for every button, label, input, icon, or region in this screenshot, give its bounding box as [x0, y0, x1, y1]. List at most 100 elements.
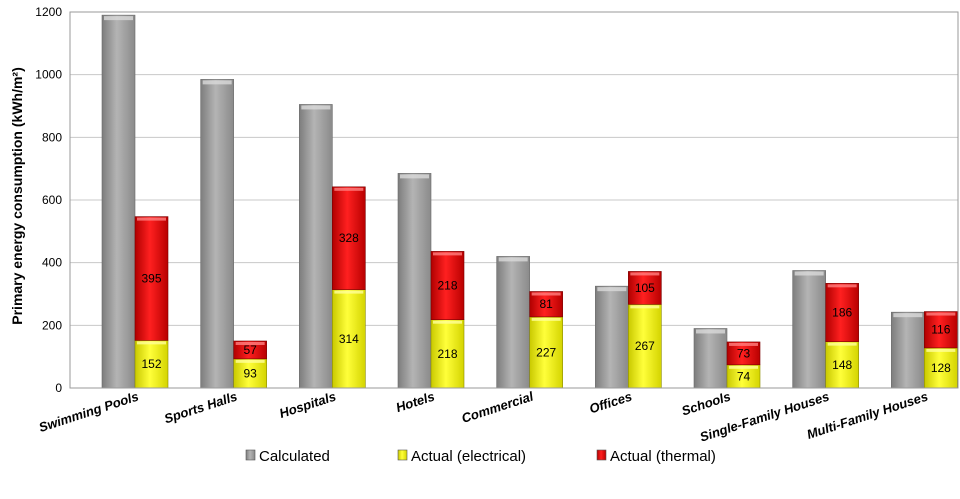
bar-cap-actual-electrical-multi-family-houses — [926, 348, 956, 352]
y-axis-ticks: 0 200 400 600 800 1000 1200 — [35, 5, 62, 395]
data-label-actual-thermal-hotels: 218 — [437, 279, 457, 293]
bar-calculated-sports-halls — [200, 79, 234, 389]
data-label-actual-electrical-commercial: 227 — [536, 345, 556, 359]
bar-cap-calculated-commercial — [498, 257, 528, 262]
bar-calculated-hotels — [397, 173, 432, 389]
bar-calculated-offices — [595, 285, 629, 389]
data-label-actual-thermal-offices: 105 — [635, 281, 655, 295]
bar-cap-actual-electrical-hotels — [433, 320, 462, 324]
data-label-actual-thermal-sports-halls: 57 — [243, 343, 257, 357]
bar-cap-calculated-swimming-pools — [104, 16, 133, 21]
bar-actual-electrical-single-family-houses — [825, 341, 859, 389]
legend-swatch-actual-electrical — [397, 449, 408, 461]
bar-cap-calculated-single-family-houses — [794, 271, 824, 276]
bar-actual-thermal-commercial — [529, 291, 563, 318]
data-label-actual-electrical-hospitals: 314 — [339, 332, 359, 346]
bar-cap-actual-thermal-offices — [630, 272, 660, 276]
legend-label-actual-thermal: Actual (thermal) — [610, 448, 716, 465]
bar-cap-actual-electrical-schools — [729, 365, 758, 369]
data-label-actual-thermal-commercial: 81 — [539, 297, 553, 311]
bar-calculated-hospitals — [299, 104, 333, 389]
bar-actual-thermal-hotels — [430, 251, 465, 320]
bar-calculated-commercial — [496, 256, 530, 389]
bar-cap-actual-electrical-offices — [630, 305, 660, 309]
bar-actual-thermal-single-family-houses — [825, 283, 859, 342]
data-label-actual-electrical-offices: 267 — [635, 339, 655, 353]
x-tick-label-schools: Schools — [680, 389, 733, 419]
bar-cap-calculated-offices — [597, 287, 627, 292]
bar-cap-actual-thermal-sports-halls — [235, 342, 265, 345]
y-tick-label-1200: 1200 — [35, 5, 62, 19]
legend-item-calculated: Calculated — [245, 448, 330, 465]
data-label-actual-electrical-hotels: 218 — [437, 347, 457, 361]
bar-actual-electrical-hospitals — [332, 289, 366, 389]
bar-actual-electrical-swimming-pools — [134, 340, 169, 389]
bar-cap-actual-electrical-hospitals — [334, 290, 364, 294]
data-label-actual-electrical-schools: 74 — [737, 369, 751, 383]
bar-calculated-multi-family-houses — [891, 311, 925, 389]
bar-cap-actual-electrical-swimming-pools — [137, 341, 166, 345]
data-label-actual-electrical-single-family-houses: 148 — [832, 358, 852, 372]
bar-calculated-single-family-houses — [792, 270, 826, 389]
data-label-actual-electrical-multi-family-houses: 128 — [931, 361, 951, 375]
bar-cap-actual-thermal-single-family-houses — [827, 284, 857, 288]
data-label-actual-thermal-single-family-houses: 186 — [832, 305, 852, 319]
legend-swatch-actual-thermal — [596, 449, 607, 461]
bar-cap-actual-thermal-multi-family-houses — [926, 312, 956, 316]
bar-actual-thermal-schools — [726, 341, 761, 366]
bar-actual-thermal-multi-family-houses — [924, 311, 958, 349]
bar-actual-thermal-offices — [628, 271, 662, 305]
y-axis-label: Primary energy consumption (kWh/m²) — [9, 67, 25, 324]
bar-cap-calculated-hospitals — [301, 105, 331, 110]
legend-label-calculated: Calculated — [259, 448, 330, 465]
bars: 152 395 93 57 314 328 218 218 227 81 267 105 74 73 148… — [101, 14, 958, 389]
bar-cap-actual-thermal-schools — [729, 342, 758, 346]
bar-actual-electrical-multi-family-houses — [924, 347, 958, 389]
data-label-actual-thermal-swimming-pools: 395 — [141, 271, 161, 285]
data-label-actual-thermal-multi-family-houses: 116 — [931, 323, 950, 337]
bar-cap-actual-electrical-commercial — [531, 317, 561, 321]
legend: Calculated Actual (electrical) Actual (t… — [245, 448, 716, 465]
data-label-actual-thermal-schools: 73 — [737, 346, 751, 360]
bar-actual-electrical-offices — [628, 304, 662, 389]
x-tick-label-hotels: Hotels — [394, 389, 436, 416]
legend-item-actual-electrical: Actual (electrical) — [397, 448, 526, 465]
legend-item-actual-thermal: Actual (thermal) — [596, 448, 716, 465]
legend-swatch-calculated — [245, 449, 256, 461]
data-label-actual-electrical-swimming-pools: 152 — [141, 357, 161, 371]
bar-cap-calculated-sports-halls — [202, 80, 232, 85]
x-tick-label-hospitals: Hospitals — [277, 389, 337, 421]
bar-cap-actual-thermal-hotels — [433, 252, 462, 256]
y-tick-label-1000: 1000 — [35, 68, 62, 82]
data-label-actual-thermal-hospitals: 328 — [339, 231, 359, 245]
bar-calculated-schools — [693, 328, 728, 389]
y-tick-label-800: 800 — [42, 130, 62, 144]
bar-actual-thermal-hospitals — [332, 186, 366, 290]
data-label-actual-electrical-sports-halls: 93 — [243, 366, 257, 380]
bar-cap-actual-electrical-single-family-houses — [827, 342, 857, 346]
bar-calculated-swimming-pools — [101, 14, 136, 389]
legend-label-actual-electrical: Actual (electrical) — [411, 448, 526, 465]
bar-cap-actual-electrical-sports-halls — [235, 359, 265, 363]
bar-actual-thermal-sports-halls — [233, 340, 267, 360]
bar-cap-actual-thermal-hospitals — [334, 187, 364, 191]
bar-cap-calculated-multi-family-houses — [893, 313, 923, 318]
x-tick-label-swimming-pools: Swimming Pools — [37, 389, 141, 435]
y-tick-label-0: 0 — [55, 381, 62, 395]
y-tick-label-600: 600 — [42, 193, 62, 207]
bar-actual-thermal-swimming-pools — [134, 216, 169, 341]
x-tick-label-sports-halls: Sports Halls — [162, 389, 239, 427]
bar-cap-calculated-schools — [696, 329, 725, 334]
y-tick-label-400: 400 — [42, 256, 62, 270]
x-tick-label-offices: Offices — [587, 389, 633, 417]
bar-cap-actual-thermal-swimming-pools — [137, 217, 166, 221]
bar-cap-actual-thermal-commercial — [531, 292, 561, 296]
bar-cap-calculated-hotels — [400, 174, 429, 179]
bar-actual-electrical-hotels — [430, 319, 465, 389]
x-axis-labels: Swimming Pools Sports Halls Hospitals Hotel… — [37, 388, 930, 444]
y-tick-label-200: 200 — [42, 318, 62, 332]
bar-actual-electrical-commercial — [529, 316, 563, 389]
plot-frame — [69, 11, 959, 389]
x-tick-label-commercial: Commercial — [460, 388, 536, 425]
